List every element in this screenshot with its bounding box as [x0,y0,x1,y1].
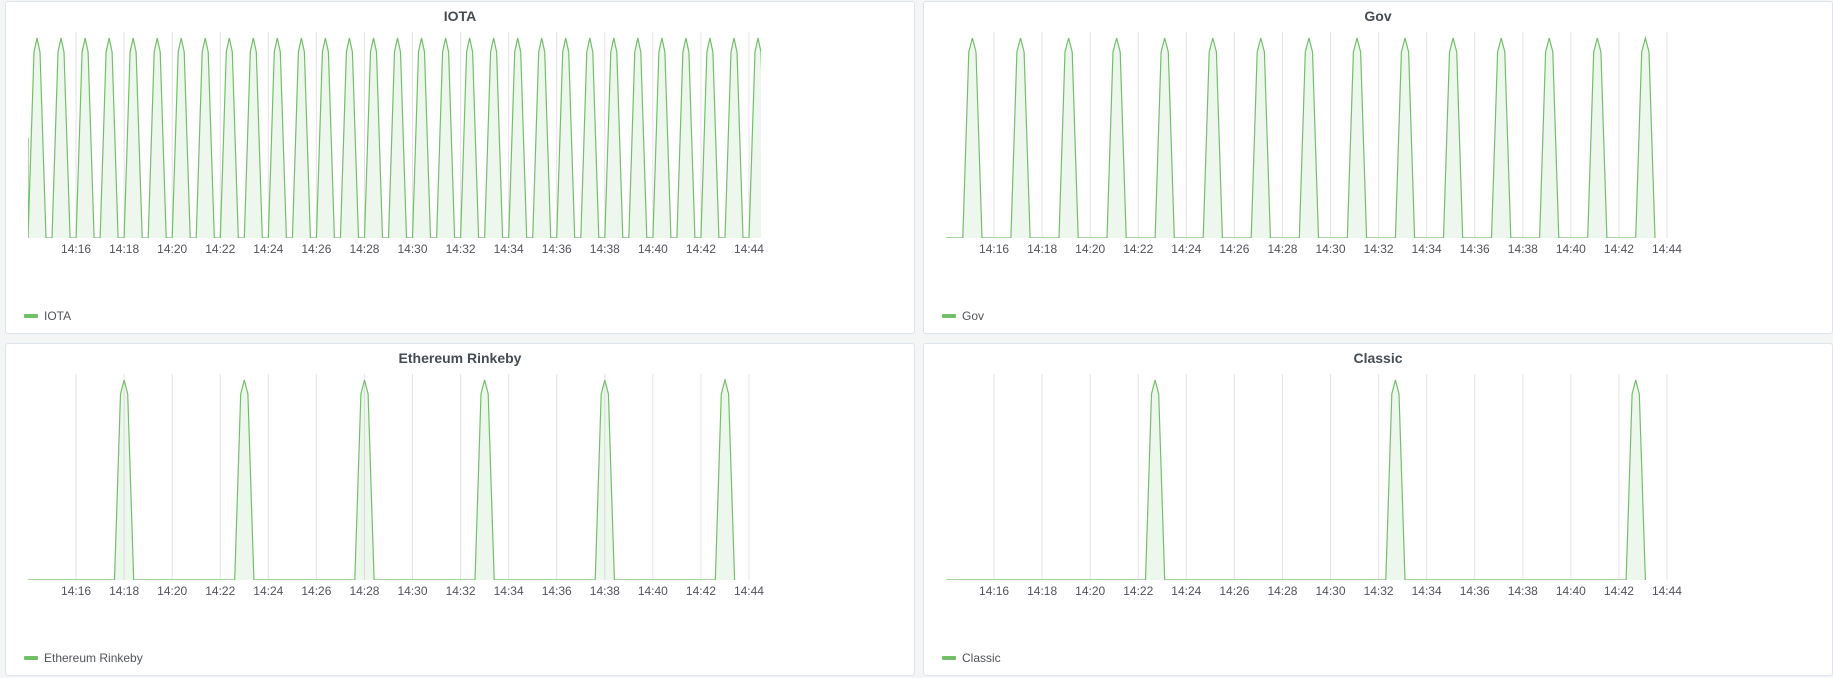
legend[interactable]: Ethereum Rinkeby [24,651,143,665]
legend[interactable]: Classic [942,651,1001,665]
panel-title[interactable]: IOTA [443,8,477,24]
x-tick-label: 14:44 [1652,242,1682,256]
legend[interactable]: Gov [942,309,984,323]
x-tick-label: 14:34 [1412,584,1442,598]
x-tick-label: 14:32 [1364,242,1394,256]
x-tick-label: 14:24 [1171,584,1201,598]
x-tick-label: 14:28 [1267,242,1297,256]
series-area [946,380,1646,580]
legend-swatch [942,314,956,318]
chart-plot[interactable]: 14:16 14:18 14:20 14:22 14:24 14:26 14:28 14:30… [924,344,1833,677]
x-tick-label: 14:30 [1316,242,1346,256]
x-tick-label: 14:18 [109,584,139,598]
x-tick-label: 14:34 [494,242,524,256]
series-area [28,380,735,580]
x-tick-label: 14:26 [301,242,331,256]
panel-gov[interactable]: Gov 14:16 14:18 14:20 14:22 14:24 14:26 14:28 1… [923,1,1833,334]
panel-iota[interactable]: IOTA 14:16 14:18 14:20 14:22 14:24 14:26 14:28… [5,1,915,334]
x-tick-label: 14:30 [398,242,428,256]
x-tick-label: 14:20 [157,584,187,598]
legend-label[interactable]: Ethereum Rinkeby [44,651,143,665]
panel-classic[interactable]: Classic 14:16 14:18 14:20 14:22 14:24 14:26 14… [923,343,1833,676]
x-tick-label: 14:40 [1556,242,1586,256]
x-tick-label: 14:20 [1075,242,1105,256]
x-tick-label: 14:20 [1075,584,1105,598]
x-tick-label: 14:38 [590,242,620,256]
series-line[interactable] [946,379,1646,580]
x-tick-label: 14:34 [1412,242,1442,256]
panel-title[interactable]: Gov [1364,8,1392,24]
series-line[interactable] [28,37,767,238]
x-tick-label: 14:42 [1604,242,1634,256]
x-tick-label: 14:42 [686,242,716,256]
x-tick-label: 14:40 [1556,584,1586,598]
x-tick-label: 14:22 [205,584,235,598]
x-tick-label: 14:26 [1219,242,1249,256]
legend-label[interactable]: Classic [962,651,1001,665]
series-line[interactable] [946,35,1656,238]
x-tick-label: 14:38 [590,584,620,598]
x-tick-label: 14:20 [157,242,187,256]
x-tick-label: 14:18 [1027,242,1057,256]
series-line[interactable] [28,377,736,580]
x-tick-label: 14:30 [1316,584,1346,598]
x-tick-label: 14:28 [1267,584,1297,598]
legend-swatch [24,656,38,660]
x-tick-label: 14:28 [349,584,379,598]
x-tick-label: 14:22 [1123,584,1153,598]
x-tick-label: 14:32 [446,242,476,256]
x-tick-label: 14:18 [1027,584,1057,598]
x-tick-label: 14:44 [734,242,764,256]
x-tick-label: 14:44 [1652,584,1682,598]
x-tick-label: 14:22 [205,242,235,256]
panel-title[interactable]: Classic [1353,350,1403,366]
x-tick-label: 14:40 [638,242,668,256]
x-tick-label: 14:32 [446,584,476,598]
x-tick-label: 14:24 [253,242,283,256]
x-tick-label: 14:28 [349,242,379,256]
x-tick-label: 14:24 [253,584,283,598]
x-tick-label: 14:22 [1123,242,1153,256]
x-tick-label: 14:32 [1364,584,1394,598]
x-tick-label: 14:40 [638,584,668,598]
x-tick-label: 14:34 [494,584,524,598]
x-tick-label: 14:26 [301,584,331,598]
x-tick-label: 14:42 [1604,584,1634,598]
legend-swatch [942,656,956,660]
legend-swatch [24,314,38,318]
x-tick-label: 14:36 [542,584,572,598]
chart-plot[interactable]: 14:16 14:18 14:20 14:22 14:24 14:26 14:28 14:30… [6,344,916,677]
panel-ethereum-rinkeby[interactable]: Ethereum Rinkeby 14:16 14:18 14:20 14:22 14:… [5,343,915,676]
x-tick-label: 14:36 [1460,242,1490,256]
x-tick-label: 14:30 [398,584,428,598]
panel-title[interactable]: Ethereum Rinkeby [398,350,522,366]
series-area [28,38,761,238]
chart-plot[interactable]: 14:16 14:18 14:20 14:22 14:24 14:26 14:28 14:30… [924,2,1833,335]
x-tick-label: 14:16 [979,584,1009,598]
x-tick-label: 14:16 [61,584,91,598]
x-tick-label: 14:38 [1508,584,1538,598]
x-tick-label: 14:18 [109,242,139,256]
legend[interactable]: IOTA [24,309,71,323]
x-tick-label: 14:36 [542,242,572,256]
x-tick-label: 14:24 [1171,242,1201,256]
x-tick-label: 14:44 [734,584,764,598]
x-tick-label: 14:16 [979,242,1009,256]
x-tick-label: 14:36 [1460,584,1490,598]
x-tick-label: 14:38 [1508,242,1538,256]
legend-label[interactable]: Gov [962,309,985,323]
x-tick-label: 14:16 [61,242,91,256]
chart-plot[interactable]: 14:16 14:18 14:20 14:22 14:24 14:26 14:28 14:30… [6,2,916,335]
series-area [946,38,1655,238]
x-tick-label: 14:26 [1219,584,1249,598]
x-tick-label: 14:42 [686,584,716,598]
legend-label[interactable]: IOTA [44,309,72,323]
